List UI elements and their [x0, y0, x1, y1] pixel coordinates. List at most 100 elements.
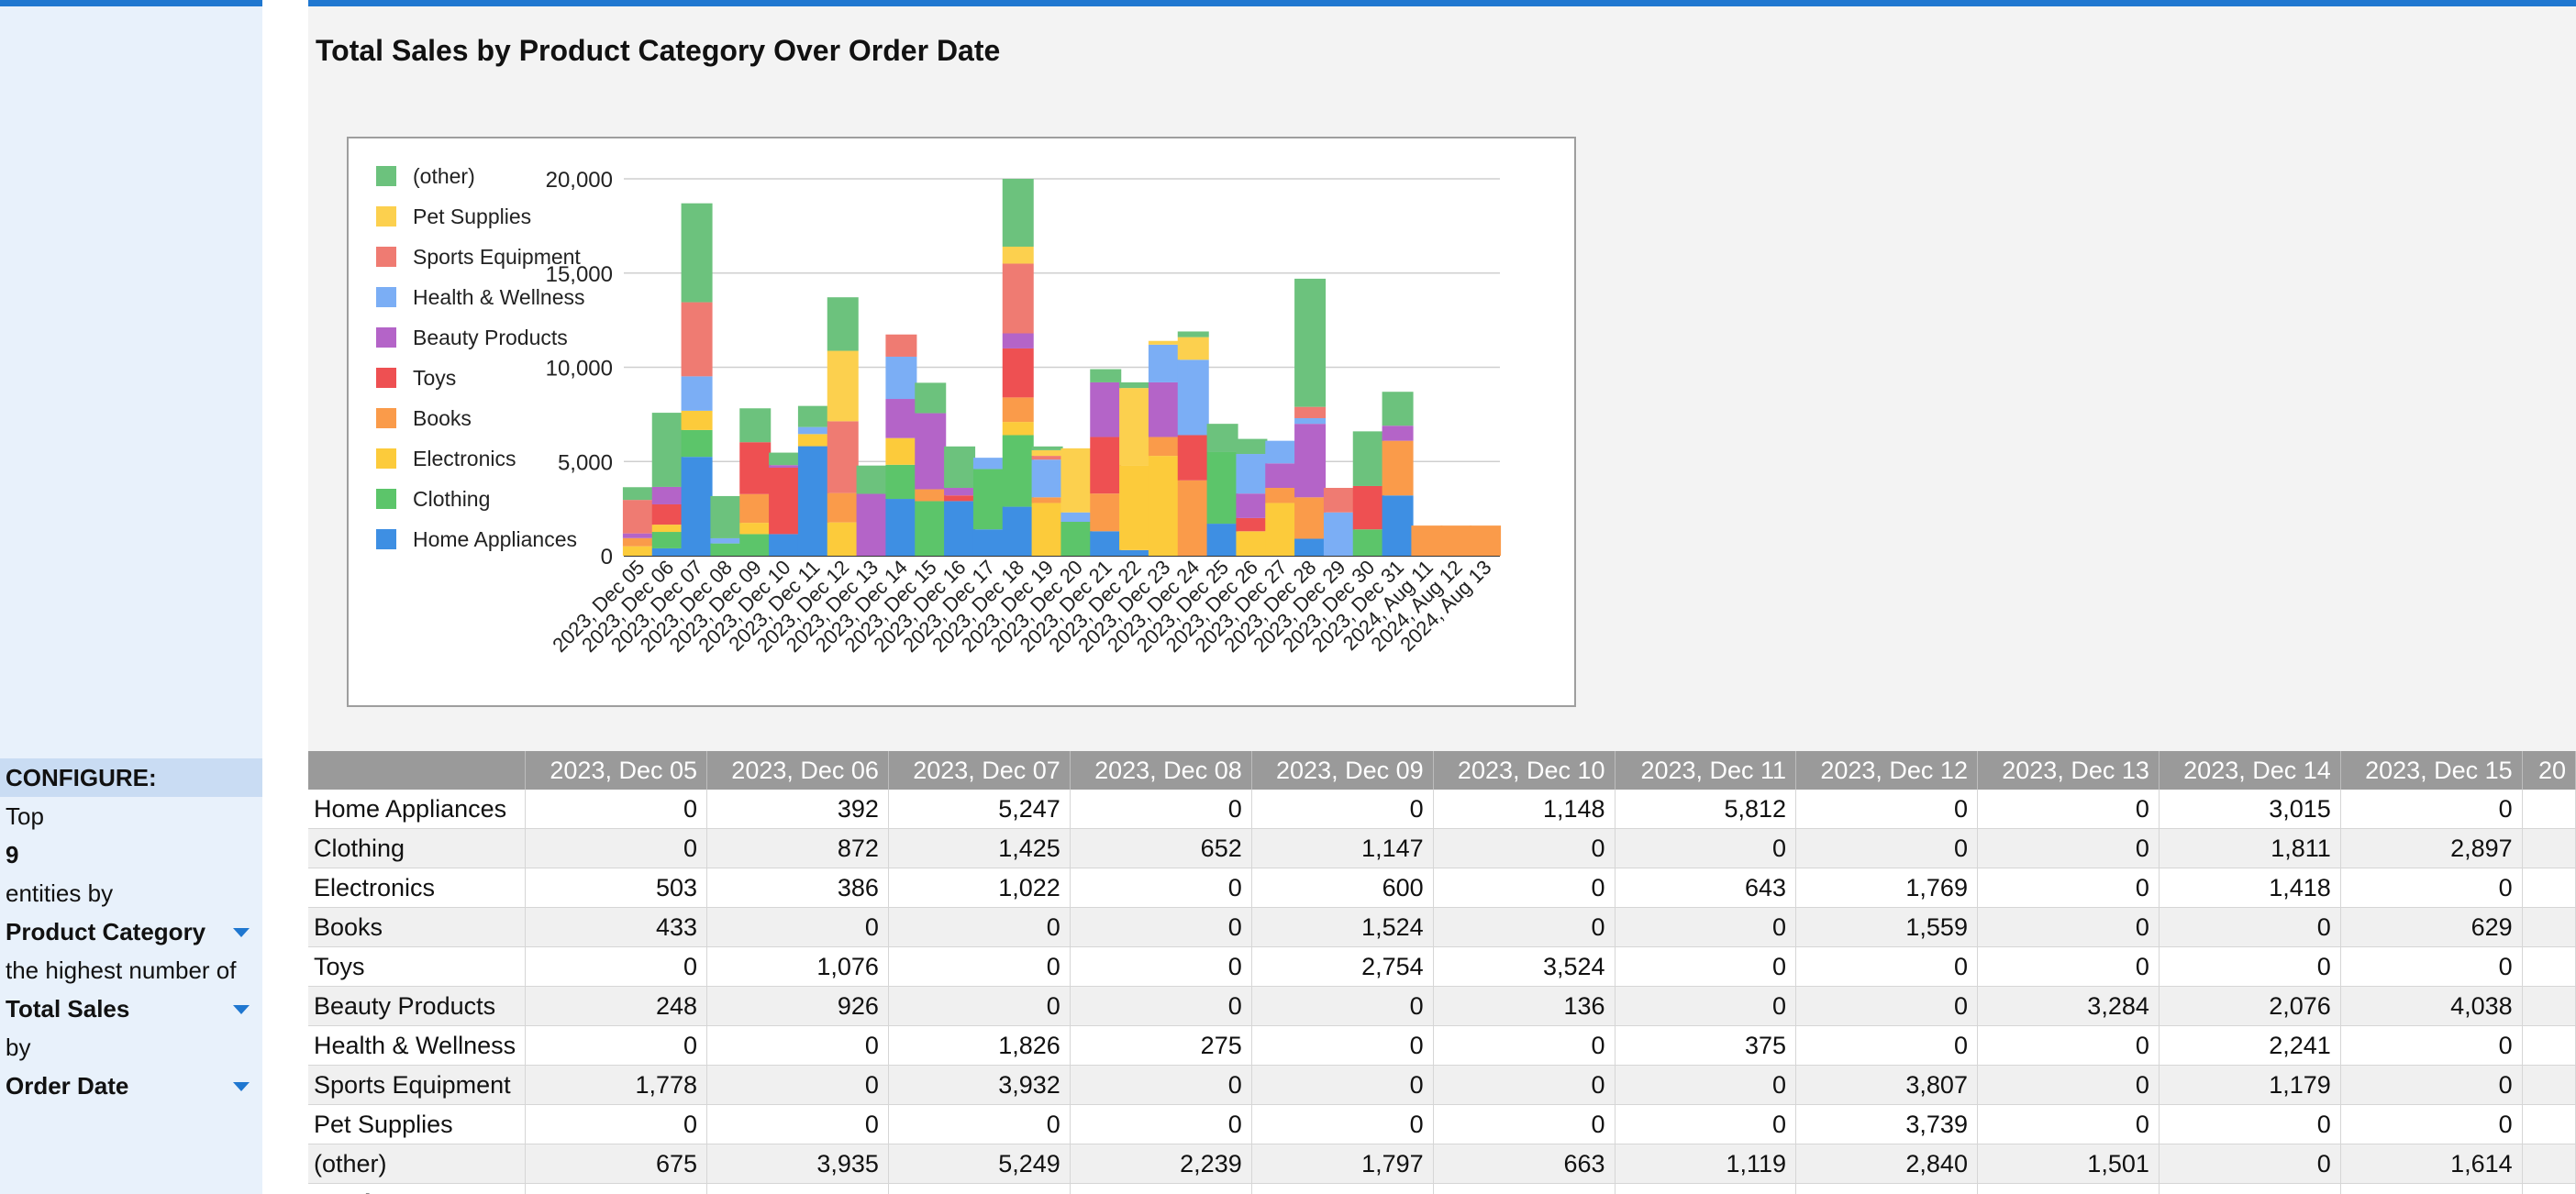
bar-segment — [1177, 480, 1209, 556]
metric-field-select[interactable]: Total Sales — [0, 989, 262, 1028]
column-header[interactable]: 2023, Dec 14 — [2159, 751, 2341, 790]
bar-segment — [797, 434, 829, 447]
config-panel: CONFIGURE: Top 9 entities by Product Cat… — [0, 758, 262, 1105]
bar-segment — [1119, 388, 1151, 466]
chevron-down-icon[interactable] — [233, 1005, 250, 1014]
bar-segment — [827, 421, 859, 493]
legend-swatch — [376, 166, 396, 186]
column-header[interactable]: 2023, Dec 05 — [525, 751, 708, 790]
bar-segment — [622, 487, 654, 501]
legend-label: Sports Equipment — [413, 245, 581, 269]
table-cell: 5,249 — [888, 1144, 1071, 1184]
table-cell: 0 — [1795, 1025, 1978, 1066]
table-cell: 0 — [1433, 1065, 1616, 1105]
bar-segment — [1206, 424, 1238, 452]
legend-swatch — [376, 489, 396, 509]
bar-segment — [1352, 529, 1384, 556]
group-field-select[interactable]: Product Category — [0, 912, 262, 951]
table-cell: 926 — [706, 986, 889, 1026]
column-header[interactable]: 2023, Dec 06 — [706, 751, 889, 790]
column-header[interactable]: 2023, Dec 12 — [1795, 751, 1978, 790]
bar-segment — [797, 426, 829, 435]
table-cell: 0 — [1795, 828, 1978, 868]
table-cell: 11,740 — [2159, 1183, 2341, 1194]
config-top-value[interactable]: 9 — [6, 841, 19, 868]
bar-segment — [622, 537, 654, 547]
column-header[interactable]: 20 — [2522, 751, 2576, 790]
row-label: Total — [308, 1183, 527, 1194]
legend-label: Clothing — [413, 487, 490, 511]
legend-swatch — [376, 408, 396, 428]
bar-segment — [1236, 517, 1268, 532]
bar-segment — [915, 382, 947, 414]
axis-field-select[interactable]: Order Date — [0, 1067, 262, 1105]
bar-segment — [1236, 454, 1268, 494]
table-cell: 0 — [525, 828, 708, 868]
chevron-down-icon[interactable] — [233, 928, 250, 937]
table-cell: 1,811 — [2159, 828, 2341, 868]
table-cell: 652 — [1070, 828, 1252, 868]
bar-segment — [1177, 435, 1209, 481]
column-header[interactable]: 2023, Dec 08 — [1070, 751, 1252, 790]
bar-segment — [1323, 488, 1355, 513]
axis-field-value: Order Date — [6, 1072, 129, 1100]
table-header-row: 2023, Dec 05 2023, Dec 06 2023, Dec 07 2023… — [308, 751, 2576, 790]
table-cell: 0 — [2159, 946, 2341, 987]
table-cell: 0 — [1251, 790, 1434, 829]
table-cell: 0 — [2159, 907, 2341, 947]
legend-label: Home Appliances — [413, 527, 577, 551]
chevron-down-icon[interactable] — [233, 1082, 250, 1091]
table-cell: 0 — [2159, 1144, 2341, 1184]
bar-segment — [1031, 497, 1063, 503]
column-header[interactable]: 2023, Dec 11 — [1615, 751, 1797, 790]
y-tick-label: 20,000 — [546, 168, 613, 193]
bar-segment — [1119, 381, 1151, 389]
bar-segment — [1002, 422, 1034, 436]
table-cell: 872 — [706, 828, 889, 868]
table-cell — [2522, 1025, 2576, 1066]
table-cell: 0 — [706, 1104, 889, 1144]
column-header[interactable]: 2023, Dec 07 — [888, 751, 1071, 790]
legend-label: Beauty Products — [413, 326, 568, 349]
column-header[interactable]: 2023, Dec 09 — [1251, 751, 1434, 790]
bar-segment — [944, 446, 976, 489]
table-cell: 1,524 — [1251, 907, 1434, 947]
bar-segment — [915, 489, 947, 502]
bar-segment — [856, 465, 888, 494]
table-cell: 3,807 — [1795, 1065, 1978, 1105]
table-cell: 2,241 — [2159, 1025, 2341, 1066]
table-cell: 600 — [1251, 868, 1434, 908]
bar-segment — [1060, 522, 1093, 556]
table-total-row: Total3,6377,58718,7003,1657,8225,4717,95… — [308, 1183, 2576, 1194]
column-header[interactable]: 2023, Dec 10 — [1433, 751, 1616, 790]
table-cell: 0 — [888, 986, 1071, 1026]
bar-segment — [739, 534, 772, 556]
bar-segment — [972, 529, 1005, 556]
table-cell: 0 — [1615, 1104, 1797, 1144]
legend-label: Toys — [413, 366, 456, 390]
table-cell: 0 — [1070, 1104, 1252, 1144]
column-header[interactable]: 2023, Dec 15 — [2340, 751, 2523, 790]
bar-segment — [1060, 512, 1093, 523]
legend-label: Electronics — [413, 447, 516, 470]
bar-segment — [1031, 503, 1063, 556]
table-cell: 0 — [1615, 946, 1797, 987]
table-cell: 0 — [1070, 986, 1252, 1026]
bar-segment — [1265, 503, 1297, 556]
bar-segment — [915, 501, 947, 556]
table-cell: 1,076 — [706, 946, 889, 987]
bar-segment — [681, 376, 713, 411]
bar-segment — [622, 500, 654, 534]
page-title: Total Sales by Product Category Over Ord… — [316, 34, 1001, 67]
chart-container: 0 5,000 10,000 15,000 20,000 2023, Dec 05 2023… — [347, 137, 1576, 707]
column-header[interactable]: 2023, Dec 13 — [1977, 751, 2160, 790]
bar-segment — [1265, 440, 1297, 464]
table-cell: 7,950 — [1615, 1183, 1797, 1194]
table-row: Clothing 0 872 1,425 652 1,147 0 0 0 0 1,811 2,897 — [308, 828, 2576, 868]
table-row: Toys 0 1,076 0 0 2,754 3,524 0 0 0 0 0 — [308, 946, 2576, 987]
table-row: Sports Equipment 1,778 0 3,932 0 0 0 0 3,807 0 1,1… — [308, 1065, 2576, 1105]
table-cell: 1,778 — [525, 1065, 708, 1105]
table-cell: 136 — [1433, 986, 1616, 1026]
legend-swatch — [376, 448, 396, 469]
table-cell: 675 — [525, 1144, 708, 1184]
